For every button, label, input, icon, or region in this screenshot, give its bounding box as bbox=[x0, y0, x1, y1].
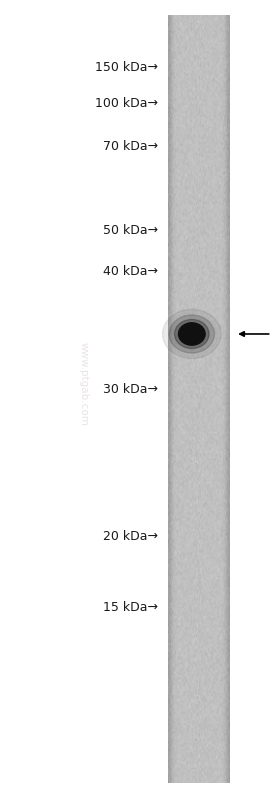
Text: 50 kDa→: 50 kDa→ bbox=[103, 224, 158, 237]
Text: 70 kDa→: 70 kDa→ bbox=[103, 140, 158, 153]
Ellipse shape bbox=[174, 320, 209, 348]
Ellipse shape bbox=[179, 323, 205, 345]
Text: 20 kDa→: 20 kDa→ bbox=[103, 531, 158, 543]
Text: 40 kDa→: 40 kDa→ bbox=[103, 265, 158, 278]
Text: 15 kDa→: 15 kDa→ bbox=[103, 601, 158, 614]
Text: 150 kDa→: 150 kDa→ bbox=[95, 62, 158, 74]
Ellipse shape bbox=[169, 315, 214, 353]
Text: 100 kDa→: 100 kDa→ bbox=[95, 97, 158, 110]
Text: 30 kDa→: 30 kDa→ bbox=[103, 384, 158, 396]
Text: www.ptgab.com: www.ptgab.com bbox=[79, 342, 89, 425]
Ellipse shape bbox=[162, 309, 221, 359]
